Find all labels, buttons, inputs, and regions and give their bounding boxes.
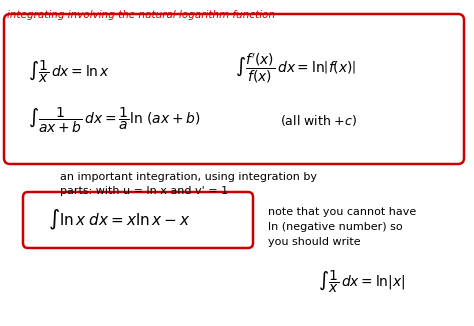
Text: (all with $+ c$): (all with $+ c$) xyxy=(280,112,357,127)
Text: $\int \dfrac{1}{x}\, dx = \ln x$: $\int \dfrac{1}{x}\, dx = \ln x$ xyxy=(28,59,110,85)
FancyBboxPatch shape xyxy=(23,192,253,248)
FancyBboxPatch shape xyxy=(4,14,464,164)
Text: $\int \ln x\; dx = x \ln x - x$: $\int \ln x\; dx = x \ln x - x$ xyxy=(48,208,191,232)
Text: $\int \dfrac{1}{x}\, dx = \ln|x|$: $\int \dfrac{1}{x}\, dx = \ln|x|$ xyxy=(318,269,405,295)
Text: $\int \dfrac{1}{ax+b}\, dx = \dfrac{1}{a}\ln\,(ax+b)$: $\int \dfrac{1}{ax+b}\, dx = \dfrac{1}{a… xyxy=(28,105,201,135)
Text: note that you cannot have
ln (negative number) so
you should write: note that you cannot have ln (negative n… xyxy=(268,207,416,246)
Text: an important integration, using integration by
parts: with u = ln x and v' = 1: an important integration, using integrat… xyxy=(60,172,317,196)
Text: integrating involving the natural logarithm function: integrating involving the natural logari… xyxy=(7,10,275,20)
Text: $\int \dfrac{f'(x)}{f(x)}\, dx = \ln\!\left|f(x)\right|$: $\int \dfrac{f'(x)}{f(x)}\, dx = \ln\!\l… xyxy=(235,51,356,85)
